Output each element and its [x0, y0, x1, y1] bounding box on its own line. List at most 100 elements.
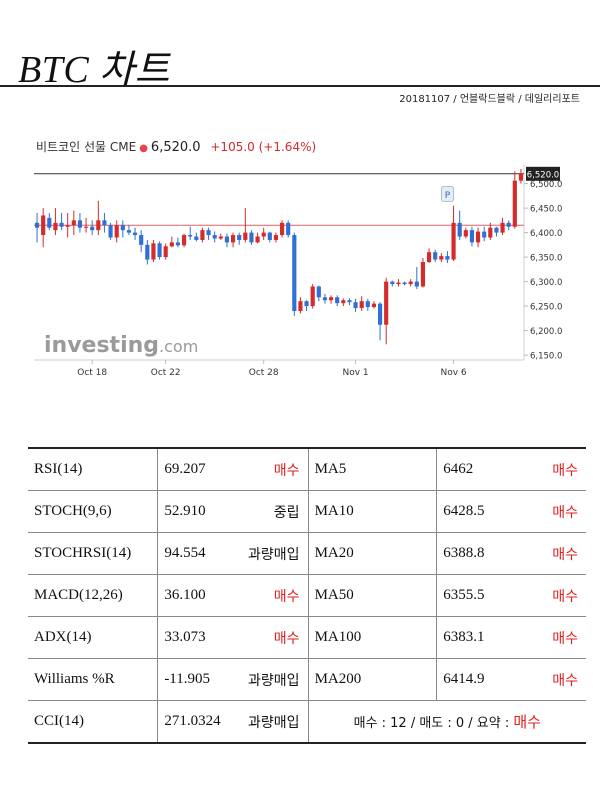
candle-body: [316, 286, 321, 298]
ma-signal: 매수: [552, 588, 578, 605]
ma-value: 6462: [443, 461, 474, 477]
candle-body: [384, 281, 389, 325]
candle-body: [169, 242, 174, 247]
x-tick-label: Nov 1: [342, 368, 368, 378]
candle-body: [439, 256, 444, 260]
indicator-cell: 52.910 중립: [157, 490, 309, 533]
indicator-cell: 94.554 과량매입: [157, 532, 309, 575]
candle-body: [175, 242, 181, 246]
candle-body: [365, 301, 370, 308]
watermark: investing.com: [44, 333, 198, 358]
ma-value: 6388.8: [443, 545, 485, 561]
candle-body: [151, 243, 156, 260]
ticker-name: 비트코인 선물 CME: [36, 140, 137, 154]
ticker-change-pct: (+1.64%): [258, 140, 317, 154]
candle-body: [71, 220, 76, 226]
y-tick-label: 6,450.0: [530, 205, 562, 215]
ma-value: 6414.9: [443, 671, 485, 687]
event-marker-label: P: [445, 191, 451, 201]
ma-value: 6355.5: [443, 587, 485, 603]
indicator-row: RSI(14) 69.207 매수 MA5 6462 매수: [28, 447, 586, 491]
indicator-value: 36.100: [164, 587, 206, 603]
candle-body: [90, 226, 95, 231]
title-divider: [0, 85, 600, 87]
candle-body: [181, 235, 187, 246]
indicator-cell: 69.207 매수: [157, 447, 309, 491]
candle-body: [102, 220, 107, 226]
indicator-row: STOCH(9,6) 52.910 중립 MA10 6428.5 매수: [28, 490, 586, 533]
ma-name: MA200: [308, 658, 438, 701]
y-tick-label: 6,200.0: [530, 327, 562, 337]
x-tick-label: Nov 6: [440, 368, 466, 378]
indicator-row: Williams %R -11.905 과량매입 MA200 6414.9 매수: [28, 658, 586, 701]
price-chart[interactable]: investing.com P 6,500.0 6,450.0 6,400.0 6,350…: [30, 130, 562, 382]
summary-verdict: 매수: [513, 713, 541, 731]
candle-body: [469, 230, 475, 243]
ma-name: MA20: [308, 532, 438, 575]
candle-body: [230, 235, 236, 243]
candle-body: [108, 225, 113, 238]
candle-body: [163, 246, 168, 258]
summary-text: 매수 : 12 / 매도 : 0 / 요약 :: [353, 716, 514, 731]
indicator-value: -11.905: [164, 671, 211, 687]
y-tick-label: 6,500.0: [530, 180, 562, 190]
summary-cell: 매수 : 12 / 매도 : 0 / 요약 : 매수: [308, 700, 586, 744]
indicator-name: MACD(12,26): [28, 574, 159, 617]
candle-body: [200, 230, 205, 240]
candle-body: [451, 222, 456, 260]
indicator-row: CCI(14) 271.0324 과량매입 매수 : 12 / 매도 : 0 / 요약…: [28, 700, 586, 744]
indicator-table: RSI(14) 69.207 매수 MA5 6462 매수 STOCH(9,6) 52.910…: [28, 447, 586, 744]
candle-body: [426, 252, 432, 262]
candle-body: [494, 227, 499, 233]
indicator-signal: 과량매입: [248, 546, 300, 563]
candle-body: [420, 262, 426, 287]
candle-body: [243, 232, 248, 240]
candle-body: [77, 220, 83, 228]
candle-body: [120, 225, 125, 231]
indicator-value: 271.0324: [164, 713, 221, 729]
indicator-cell: 271.0324 과량매입: [157, 700, 309, 744]
indicator-value: 69.207: [164, 461, 206, 477]
candle-body: [402, 282, 407, 285]
candle-body: [212, 235, 217, 239]
candle-body: [34, 222, 40, 228]
indicator-row: STOCHRSI(14) 94.554 과량매입 MA20 6388.8 매수: [28, 532, 586, 575]
candle-body: [114, 225, 119, 238]
ma-signal: 매수: [552, 462, 578, 479]
last-price-badge-label: 6,520.0: [527, 170, 559, 180]
indicator-name: CCI(14): [28, 700, 159, 744]
candle-body: [518, 173, 524, 181]
candle-body: [500, 222, 505, 233]
indicator-value: 52.910: [164, 503, 206, 519]
candle-body: [304, 301, 309, 307]
candle-body: [237, 235, 242, 240]
candle-body: [328, 297, 334, 301]
candle-body: [506, 222, 511, 227]
indicator-name: STOCHRSI(14): [28, 532, 159, 575]
candle-body: [475, 231, 481, 243]
candle-body: [273, 235, 279, 240]
indicator-cell: -11.905 과량매입: [157, 658, 309, 701]
candle-body: [41, 215, 46, 236]
candle-body: [445, 256, 450, 260]
candle-body: [47, 217, 52, 228]
indicator-signal: 과량매입: [248, 672, 300, 689]
candle-body: [267, 232, 272, 240]
ma-signal: 매수: [552, 504, 578, 521]
ma-cell: 6428.5 매수: [436, 490, 586, 533]
candle-body: [353, 302, 358, 309]
ma-value: 6383.1: [443, 629, 485, 645]
event-marker: [441, 185, 454, 202]
y-tick-label: 6,300.0: [530, 278, 562, 288]
candle-body: [224, 236, 230, 243]
candle-body: [377, 303, 383, 325]
candle-body: [218, 236, 223, 239]
ma-value: 6428.5: [443, 503, 485, 519]
indicator-cell: 36.100 매수: [157, 574, 309, 617]
x-tick-label: Oct 28: [249, 368, 279, 378]
candle-body: [310, 286, 315, 307]
y-tick-label: 6,150.0: [530, 352, 562, 362]
x-tick-label: Oct 18: [77, 368, 107, 378]
candle-body: [157, 243, 162, 258]
last-price-badge: [526, 166, 560, 181]
